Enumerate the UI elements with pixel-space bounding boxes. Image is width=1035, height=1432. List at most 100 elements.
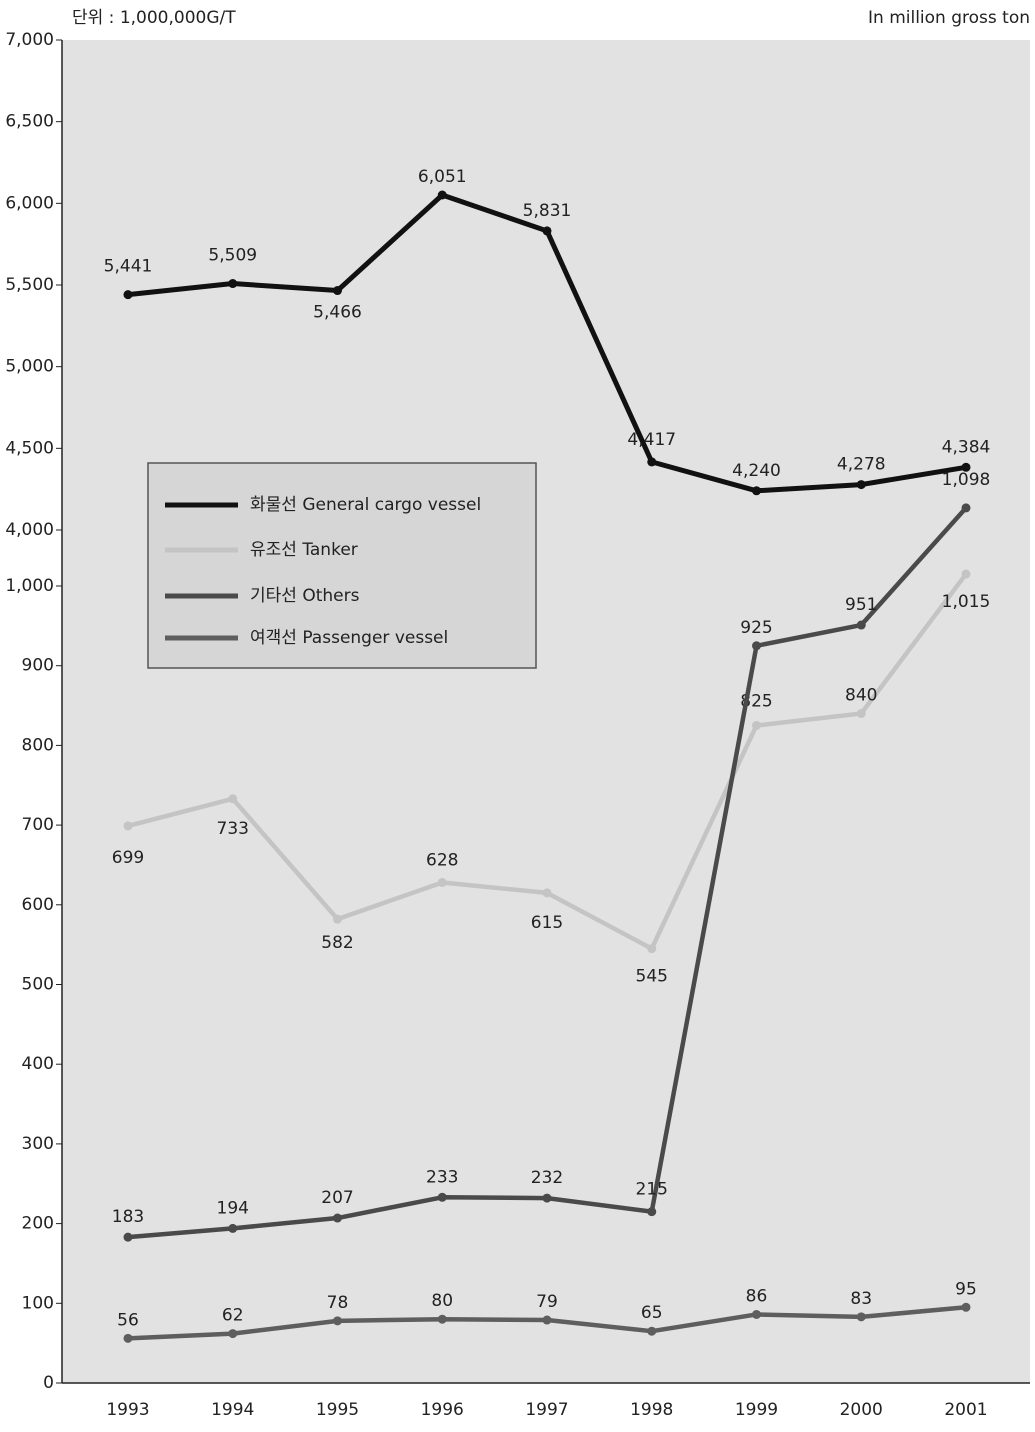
data-label: 183: [112, 1207, 144, 1227]
y-tick-label: 5,500: [5, 275, 54, 295]
y-tick-label: 200: [22, 1214, 54, 1234]
data-point: [228, 1223, 238, 1233]
legend-box: [147, 462, 537, 669]
unit-label-en: In million gross ton: [868, 8, 1030, 28]
data-point: [228, 794, 238, 804]
data-label: 5,466: [313, 303, 362, 323]
data-label: 733: [217, 819, 249, 839]
legend-label: 유조선 Tanker: [250, 540, 358, 560]
legend-label: 화물선 General cargo vessel: [250, 495, 481, 515]
data-point: [542, 1315, 552, 1325]
data-label: 951: [845, 595, 877, 615]
y-tick-label: 1,000: [5, 576, 54, 596]
y-tick-label: 4,000: [5, 520, 54, 540]
data-label: 194: [217, 1198, 249, 1218]
data-point: [961, 569, 971, 579]
data-label: 56: [117, 1310, 139, 1330]
x-tick-label: 1995: [316, 1400, 359, 1420]
y-tick-label: 900: [22, 656, 54, 676]
data-point: [123, 290, 133, 300]
y-tick-label: 300: [22, 1134, 54, 1154]
y-tick-label: 6,500: [5, 112, 54, 132]
data-point: [647, 1207, 657, 1217]
data-point: [123, 1232, 133, 1242]
data-label: 86: [746, 1286, 768, 1306]
y-tick-label: 800: [22, 735, 54, 755]
data-point: [542, 888, 552, 898]
y-tick-label: 0: [43, 1373, 54, 1393]
x-tick-label: 1993: [106, 1400, 149, 1420]
data-label: 545: [636, 967, 668, 987]
data-point: [123, 821, 133, 831]
data-point: [961, 503, 971, 513]
data-label: 233: [426, 1167, 458, 1187]
data-label: 4,417: [627, 430, 676, 450]
data-point: [752, 486, 761, 496]
data-point: [856, 480, 866, 490]
y-tick-label: 6,000: [5, 193, 54, 213]
data-point: [856, 1312, 866, 1322]
data-point: [542, 1193, 552, 1203]
y-tick-label: 400: [22, 1054, 54, 1074]
data-label: 207: [321, 1188, 353, 1208]
data-point: [333, 914, 342, 924]
data-point: [437, 190, 447, 200]
data-point: [752, 1309, 761, 1319]
y-tick-label: 7,000: [5, 30, 54, 50]
y-tick-label: 4,500: [5, 438, 54, 458]
legend: 화물선 General cargo vessel 유조선 Tanker 기타선 Ot…: [147, 462, 537, 669]
data-label: 5,509: [208, 246, 257, 266]
data-label: 699: [112, 848, 144, 868]
data-label: 582: [321, 933, 353, 953]
y-tick-label: 500: [22, 975, 54, 995]
data-label: 5,831: [523, 201, 572, 221]
x-tick-label: 1997: [525, 1400, 568, 1420]
data-label: 1,098: [942, 470, 991, 490]
x-tick-label: 2000: [840, 1400, 883, 1420]
y-tick-label: 5,000: [5, 357, 54, 377]
data-label: 215: [636, 1180, 668, 1200]
data-label: 4,278: [837, 455, 886, 475]
data-point: [647, 1326, 657, 1336]
data-label: 615: [531, 913, 563, 933]
data-label: 95: [955, 1279, 977, 1299]
data-point: [123, 1333, 133, 1343]
data-label: 65: [641, 1303, 663, 1323]
data-point: [647, 944, 657, 954]
y-tick-label: 100: [22, 1293, 54, 1313]
x-tick-label: 2001: [944, 1400, 987, 1420]
data-label: 628: [426, 850, 458, 870]
data-label: 62: [222, 1306, 244, 1326]
data-label: 6,051: [418, 167, 467, 187]
y-tick-label: 600: [22, 895, 54, 915]
data-label: 79: [536, 1292, 558, 1312]
data-point: [856, 620, 866, 630]
legend-label: 기타선 Others: [250, 586, 360, 606]
y-tick-label: 700: [22, 815, 54, 835]
data-point: [333, 1316, 342, 1326]
x-tick-label: 1994: [211, 1400, 254, 1420]
data-label: 840: [845, 686, 877, 706]
data-point: [542, 226, 552, 236]
data-point: [228, 279, 238, 289]
data-point: [437, 1314, 447, 1324]
data-point: [333, 1213, 342, 1223]
legend-label: 여객선 Passenger vessel: [250, 628, 448, 648]
plot-background: [62, 40, 1030, 1383]
data-point: [961, 462, 971, 472]
x-tick-label: 1996: [421, 1400, 464, 1420]
data-label: 80: [431, 1291, 453, 1311]
data-point: [437, 1192, 447, 1202]
data-label: 4,240: [732, 461, 781, 481]
data-label: 5,441: [104, 257, 153, 277]
data-label: 1,015: [942, 592, 991, 612]
x-tick-label: 1998: [630, 1400, 673, 1420]
data-point: [647, 457, 657, 467]
data-label: 4,384: [942, 437, 991, 457]
x-tick-label: 1999: [735, 1400, 778, 1420]
data-point: [856, 709, 866, 719]
data-label: 78: [327, 1293, 349, 1313]
data-point: [752, 641, 761, 651]
data-label: 83: [850, 1289, 872, 1309]
